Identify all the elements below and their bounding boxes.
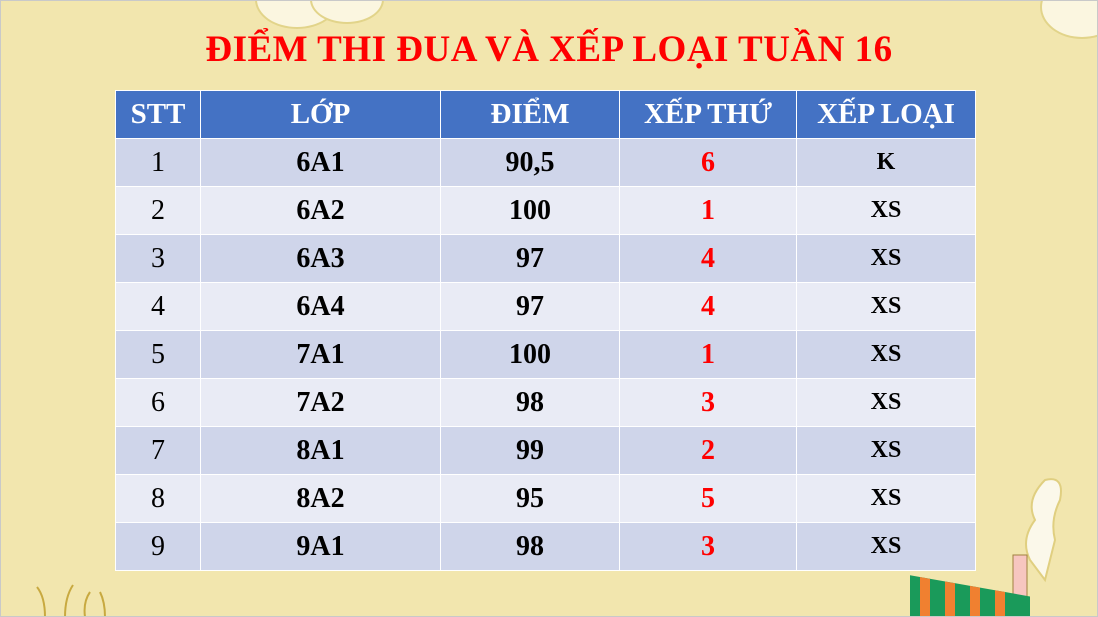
cell-grade: XS [796, 474, 976, 523]
table-row: 2 6A2 100 1 XS [115, 186, 976, 235]
cell-class: 6A1 [200, 138, 441, 187]
table-row: 3 6A3 97 4 XS [115, 234, 976, 283]
table-row: 1 6A1 90,5 6 K [115, 138, 976, 187]
header-rank: XẾP THỨ [619, 90, 797, 139]
cell-grade: XS [796, 330, 976, 379]
cell-stt: 9 [115, 522, 201, 571]
cell-rank: 3 [619, 378, 797, 427]
cell-rank: 1 [619, 186, 797, 235]
cell-class: 8A1 [200, 426, 441, 475]
cell-class: 7A2 [200, 378, 441, 427]
cell-score: 95 [440, 474, 620, 523]
cell-class: 8A2 [200, 474, 441, 523]
cell-grade: XS [796, 378, 976, 427]
cell-class: 6A4 [200, 282, 441, 331]
cell-class: 6A2 [200, 186, 441, 235]
cell-rank: 4 [619, 234, 797, 283]
cell-grade: K [796, 138, 976, 187]
header-stt: STT [115, 90, 201, 139]
cell-grade: XS [796, 282, 976, 331]
cell-score: 97 [440, 234, 620, 283]
cell-stt: 6 [115, 378, 201, 427]
cell-rank: 6 [619, 138, 797, 187]
cell-score: 100 [440, 330, 620, 379]
cell-grade: XS [796, 426, 976, 475]
cell-stt: 8 [115, 474, 201, 523]
cell-score: 98 [440, 378, 620, 427]
header-grade: XẾP LOẠI [796, 90, 976, 139]
cell-score: 90,5 [440, 138, 620, 187]
cell-rank: 1 [619, 330, 797, 379]
cell-rank: 3 [619, 522, 797, 571]
cell-grade: XS [796, 234, 976, 283]
cell-rank: 2 [619, 426, 797, 475]
page-title: ĐIỂM THI ĐUA VÀ XẾP LOẠI TUẦN 16 [205, 29, 893, 70]
cell-stt: 7 [115, 426, 201, 475]
cell-class: 6A3 [200, 234, 441, 283]
cell-score: 99 [440, 426, 620, 475]
table-row: 9 9A1 98 3 XS [115, 522, 976, 571]
header-class: LỚP [200, 90, 441, 139]
cell-stt: 1 [115, 138, 201, 187]
cell-stt: 4 [115, 282, 201, 331]
table-row: 6 7A2 98 3 XS [115, 378, 976, 427]
table-row: 7 8A1 99 2 XS [115, 426, 976, 475]
cell-stt: 3 [115, 234, 201, 283]
cell-score: 97 [440, 282, 620, 331]
table-header-row: STT LỚP ĐIỂM XẾP THỨ XẾP LOẠI [115, 90, 976, 139]
cell-rank: 5 [619, 474, 797, 523]
table-row: 4 6A4 97 4 XS [115, 282, 976, 331]
score-table: STT LỚP ĐIỂM XẾP THỨ XẾP LOẠI 1 6A1 90,5 6 K… [115, 90, 976, 571]
cell-score: 100 [440, 186, 620, 235]
table-row: 8 8A2 95 5 XS [115, 474, 976, 523]
cell-class: 9A1 [200, 522, 441, 571]
cell-grade: XS [796, 522, 976, 571]
table-row: 5 7A1 100 1 XS [115, 330, 976, 379]
cell-stt: 5 [115, 330, 201, 379]
cell-grade: XS [796, 186, 976, 235]
cell-stt: 2 [115, 186, 201, 235]
cell-rank: 4 [619, 282, 797, 331]
cell-score: 98 [440, 522, 620, 571]
cell-class: 7A1 [200, 330, 441, 379]
plant-decoration-icon [36, 584, 106, 617]
header-score: ĐIỂM [440, 90, 620, 139]
